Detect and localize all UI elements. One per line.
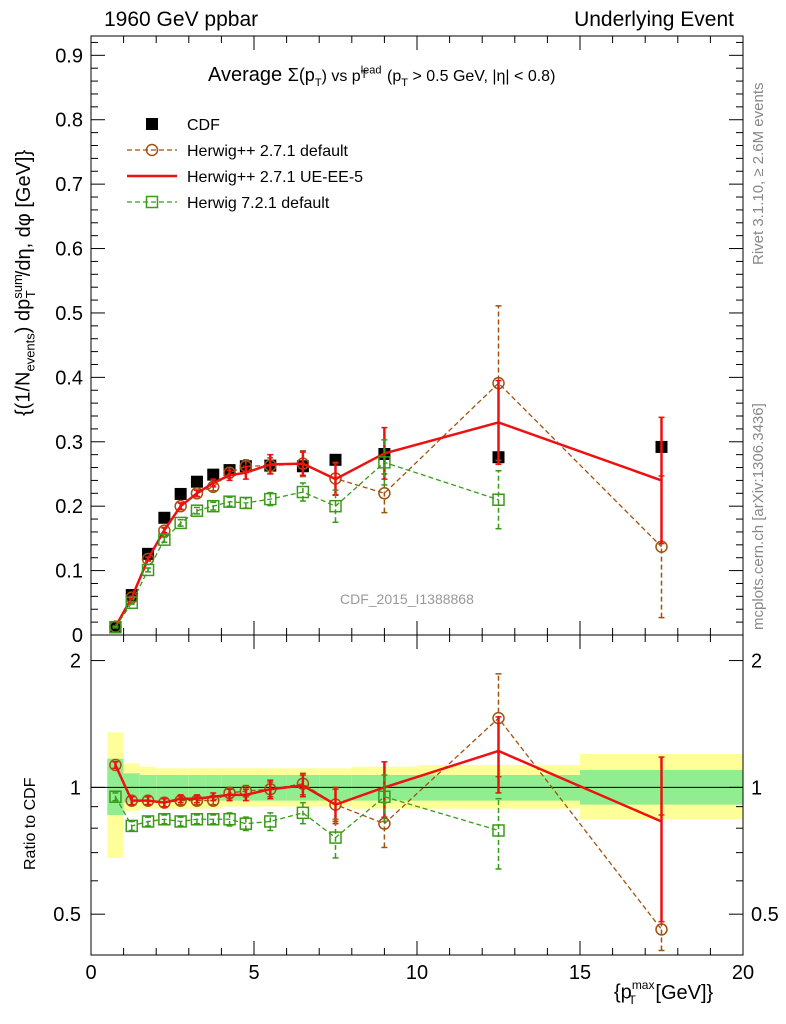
- ratio-point: [378, 790, 391, 804]
- ratio-point: [109, 790, 122, 804]
- y-axis-label: {(1/Nevents) dpsumT/dη, dφ [GeV]}: [10, 149, 38, 416]
- data-point: [223, 495, 236, 508]
- data-point: [378, 487, 391, 500]
- y-tick-label: 0.1: [55, 561, 83, 583]
- data-point: [190, 504, 204, 517]
- ratio-point: [264, 815, 277, 828]
- data-point: [158, 524, 171, 537]
- series-3: [109, 439, 505, 870]
- data-point: [158, 533, 171, 546]
- legend-marker: [145, 195, 159, 209]
- data-point: [141, 563, 155, 577]
- ratio-point: [655, 923, 668, 936]
- data-point: [264, 492, 277, 506]
- y-tick-label: 0.2: [55, 496, 83, 518]
- y-tick-label: 0.3: [55, 432, 83, 454]
- x-tick-label: 5: [248, 962, 259, 984]
- legend-label: Herwig++ 2.7.1 default: [187, 143, 349, 160]
- ratio-tick-label: 0.5: [53, 904, 81, 926]
- x-tick-label: 20: [732, 962, 754, 984]
- y-tick-label: 0: [72, 625, 83, 647]
- x-tick-label: 0: [85, 962, 96, 984]
- legend-label: Herwig++ 2.7.1 UE-EE-5: [187, 169, 363, 186]
- x-tick-label: 10: [406, 962, 428, 984]
- y-tick-label: 0.5: [55, 303, 83, 325]
- ratio-point: [125, 819, 138, 833]
- data-point: [378, 456, 391, 469]
- y-tick-label: 0.7: [55, 174, 83, 196]
- ratio-point: [329, 831, 342, 844]
- data-point: [174, 487, 187, 500]
- series-layer: [109, 305, 668, 952]
- ratio-y-axis-label: Ratio to CDF: [22, 777, 39, 870]
- x-axis-label: {pmaxT [GeV]}: [614, 978, 714, 1007]
- watermark: CDF_2015_I1388868: [340, 591, 474, 607]
- data-point: [190, 487, 204, 500]
- rivet-label: Rivet 3.1.10, ≥ 2.6M events: [750, 82, 767, 266]
- x-tick-label: 15: [569, 962, 591, 984]
- ratio-point: [141, 815, 155, 828]
- series-2: [112, 379, 665, 923]
- ratio-tick-label-right: 2: [751, 651, 762, 673]
- ratio-point: [296, 806, 310, 820]
- data-point: [190, 475, 203, 488]
- header-left: 1960 GeV ppbar: [104, 8, 259, 31]
- ratio-point: [174, 815, 187, 828]
- ratio-tick-label-right: 0.5: [751, 904, 779, 926]
- legend-label: Herwig 7.2.1 default: [187, 195, 330, 212]
- ratio-point: [109, 758, 122, 772]
- data-point: [174, 499, 187, 513]
- ratio-point: [492, 824, 505, 837]
- ratio-uncertainty-bands: [107, 732, 743, 858]
- axes: 0 0.1 0.2 0.3 0.4 0.5 0.6 0.7 0.8 0.9 0 5 10 15 20 0.5 0…: [53, 35, 779, 984]
- y-tick-label: 0.9: [55, 45, 83, 67]
- ratio-point: [239, 817, 253, 830]
- y-tick-label: 0.6: [55, 239, 83, 261]
- mcplots-label: mcplots.cern.ch [arXiv:1306.3436]: [750, 403, 767, 630]
- header-right: Underlying Event: [574, 8, 734, 31]
- series-1: [109, 305, 668, 952]
- ratio-tick-label: 1: [70, 777, 81, 799]
- legend-label: CDF: [187, 117, 220, 134]
- data-point: [329, 499, 342, 513]
- data-point: [174, 516, 187, 530]
- ratio-point: [190, 813, 204, 826]
- data-point: [207, 468, 220, 481]
- data-point: [207, 499, 220, 513]
- legend: CDF Herwig++ 2.7.1 default Herwig++ 2.7.1 …: [127, 117, 363, 212]
- ratio-point: [207, 813, 220, 826]
- legend-marker: [145, 143, 159, 157]
- data-point: [125, 596, 138, 610]
- y-tick-label: 0.8: [55, 110, 83, 132]
- ratio-point: [158, 813, 171, 826]
- legend-marker: [146, 118, 158, 130]
- ratio-tick-label: 2: [70, 651, 81, 673]
- data-point: [109, 621, 122, 634]
- data-point: [239, 496, 253, 510]
- ratio-tick-label-right: 1: [751, 777, 762, 799]
- ratio-point: [223, 813, 236, 826]
- data-point: [492, 493, 505, 506]
- data-point: [158, 511, 171, 524]
- y-tick-label: 0.4: [55, 367, 83, 389]
- ratio-band-inner: [123, 773, 140, 803]
- data-point: [296, 485, 310, 499]
